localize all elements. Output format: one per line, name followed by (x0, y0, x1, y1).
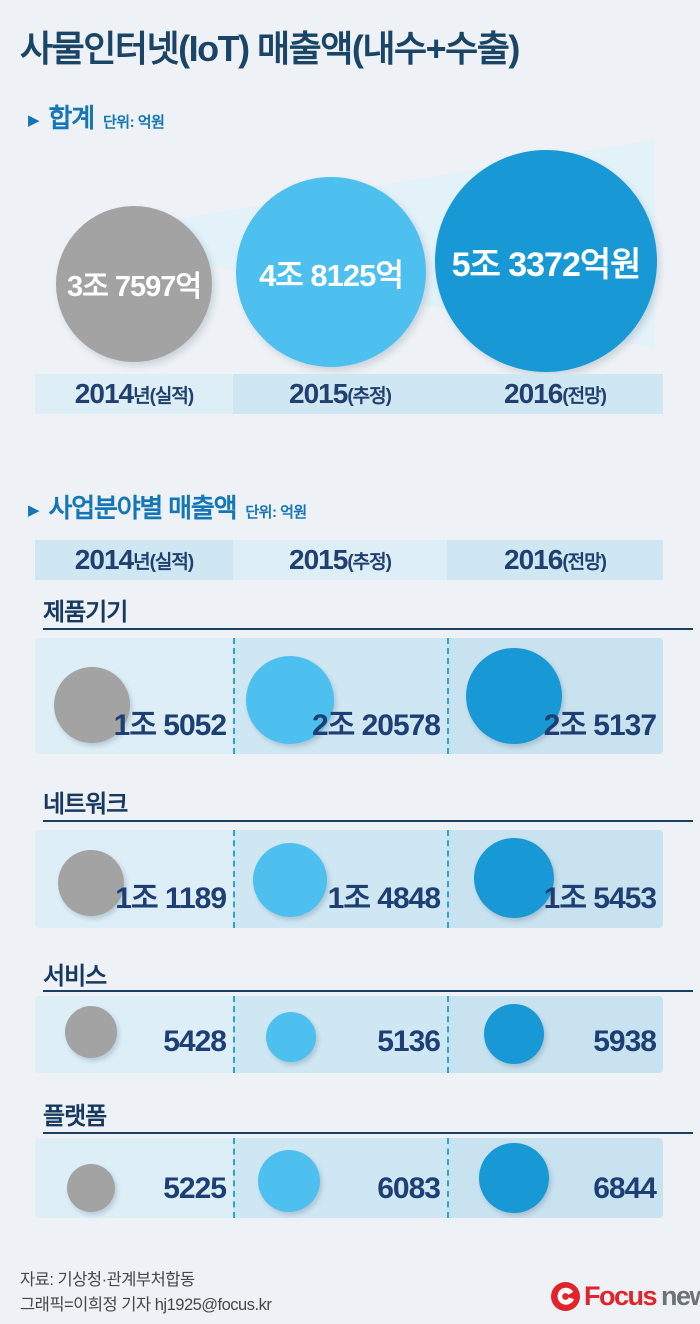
category-row-service: 5428 5136 5938 (35, 996, 663, 1073)
total-bubble-2016: 5조 3372억원 (435, 150, 657, 372)
year-cell-2015: 2015 (추정) (233, 540, 447, 580)
category-title-devices: 제품기기 (43, 599, 128, 626)
graphic-credit-line: 그래픽=이희정 기자 hj1925@focus.kr (20, 1296, 272, 1314)
value-network-2016: 1조 5453 (543, 882, 657, 915)
year-2015-suffix: (추정) (347, 385, 392, 407)
value-devices-2016: 2조 5137 (543, 709, 657, 742)
cell-network-2016: 1조 5453 (447, 830, 663, 928)
value-service-2014: 5428 (163, 1025, 227, 1058)
bubble-platform-2016 (479, 1143, 549, 1213)
year-2014-suffix: 년(실적) (133, 385, 194, 407)
cell-platform-2014: 5225 (35, 1138, 233, 1218)
year-2015: 2015 (289, 544, 348, 575)
logo-text-news: news (661, 1281, 700, 1311)
section-total-heading: ▶ 합계 단위: 억원 (28, 98, 165, 135)
section-total-title: 합계 (48, 103, 96, 133)
category-underline (43, 820, 693, 822)
value-network-2015: 1조 4848 (327, 882, 441, 915)
footer-credits: 자료: 기상청·관계부처합동 그래픽=이희정 기자 hj1925@focus.k… (20, 1268, 272, 1318)
value-service-2016: 5938 (593, 1025, 657, 1058)
year-cell-2015: 2015 (추정) (233, 374, 447, 414)
year-2014-suffix: 년(실적) (133, 551, 194, 573)
triangle-bullet-icon: ▶ (28, 502, 40, 519)
focus-news-logo: Focus news (551, 1281, 700, 1312)
value-platform-2016: 6844 (593, 1172, 657, 1205)
total-bubble-2014-value: 3조 7597억 (66, 271, 202, 303)
bubble-platform-2015 (258, 1150, 320, 1212)
cell-service-2015: 5136 (233, 996, 447, 1073)
sector-year-header: 2014 년(실적) 2015 (추정) 2016 (전망) (35, 540, 663, 580)
cell-service-2014: 5428 (35, 996, 233, 1073)
section-sector-title: 사업분야별 매출액 (48, 493, 238, 523)
year-2015: 2015 (289, 378, 348, 409)
category-underline (43, 990, 693, 992)
year-2014: 2014 (74, 544, 134, 575)
logo-text-focus: Focus (584, 1281, 658, 1311)
unit-label: 단위: 억원 (245, 504, 307, 521)
year-2016: 2016 (504, 378, 563, 409)
value-network-2014: 1조 1189 (115, 882, 227, 915)
category-row-network: 1조 1189 1조 4848 1조 5453 (35, 830, 663, 928)
page-title: 사물인터넷(IoT) 매출액(내수+수출) (20, 28, 520, 69)
cell-devices-2016: 2조 5137 (447, 638, 663, 754)
year-cell-2016: 2016 (전망) (447, 540, 663, 580)
bubble-network-2015 (253, 843, 327, 917)
year-2016: 2016 (504, 544, 563, 575)
value-devices-2015: 2조 20578 (311, 709, 441, 742)
bubble-network-2014 (58, 850, 124, 916)
value-service-2015: 5136 (377, 1025, 441, 1058)
total-bubble-2015: 4조 8125억 (236, 177, 426, 367)
cell-service-2016: 5938 (447, 996, 663, 1073)
bubble-service-2015 (266, 1012, 316, 1062)
category-underline (43, 628, 693, 630)
bubble-devices-2015 (246, 656, 334, 744)
category-title-network: 네트워크 (43, 791, 128, 818)
total-bubble-2016-value: 5조 3372억원 (451, 245, 642, 284)
total-bubble-2015-value: 4조 8125억 (259, 257, 404, 293)
category-row-platform: 5225 6083 6844 (35, 1138, 663, 1218)
value-platform-2015: 6083 (377, 1172, 441, 1205)
cell-devices-2014: 1조 5052 (35, 638, 233, 754)
year-2014: 2014 (74, 378, 134, 409)
bubble-network-2016 (474, 838, 554, 918)
bubble-platform-2014 (67, 1164, 115, 1212)
focus-news-logo-icon (551, 1282, 580, 1311)
source-line: 자료: 기상청·관계부처합동 (20, 1271, 195, 1289)
bubble-devices-2014 (54, 667, 130, 743)
value-devices-2014: 1조 5052 (113, 709, 227, 742)
bubble-service-2014 (65, 1006, 117, 1058)
category-underline (43, 1132, 693, 1134)
total-year-axis: 2014 년(실적) 2015 (추정) 2016 (전망) (35, 374, 663, 414)
value-platform-2014: 5225 (163, 1172, 227, 1205)
cell-platform-2015: 6083 (233, 1138, 447, 1218)
year-2016-suffix: (전망) (562, 551, 607, 573)
cell-platform-2016: 6844 (447, 1138, 663, 1218)
year-cell-2014: 2014 년(실적) (35, 540, 233, 580)
bubble-devices-2016 (466, 648, 562, 744)
cell-network-2015: 1조 4848 (233, 830, 447, 928)
year-2015-suffix: (추정) (347, 551, 392, 573)
triangle-bullet-icon: ▶ (28, 112, 40, 129)
section-sector-heading: ▶ 사업분야별 매출액 단위: 억원 (28, 488, 307, 525)
category-row-devices: 1조 5052 2조 20578 2조 5137 (35, 638, 663, 754)
cell-devices-2015: 2조 20578 (233, 638, 447, 754)
cell-network-2014: 1조 1189 (35, 830, 233, 928)
unit-label: 단위: 억원 (103, 114, 165, 131)
bubble-service-2016 (484, 1004, 544, 1064)
total-bubble-2014: 3조 7597억 (56, 206, 212, 362)
year-cell-2014: 2014 년(실적) (35, 374, 233, 414)
year-cell-2016: 2016 (전망) (447, 374, 663, 414)
year-2016-suffix: (전망) (562, 385, 607, 407)
category-title-platform: 플랫폼 (43, 1103, 107, 1130)
category-title-service: 서비스 (43, 963, 107, 990)
